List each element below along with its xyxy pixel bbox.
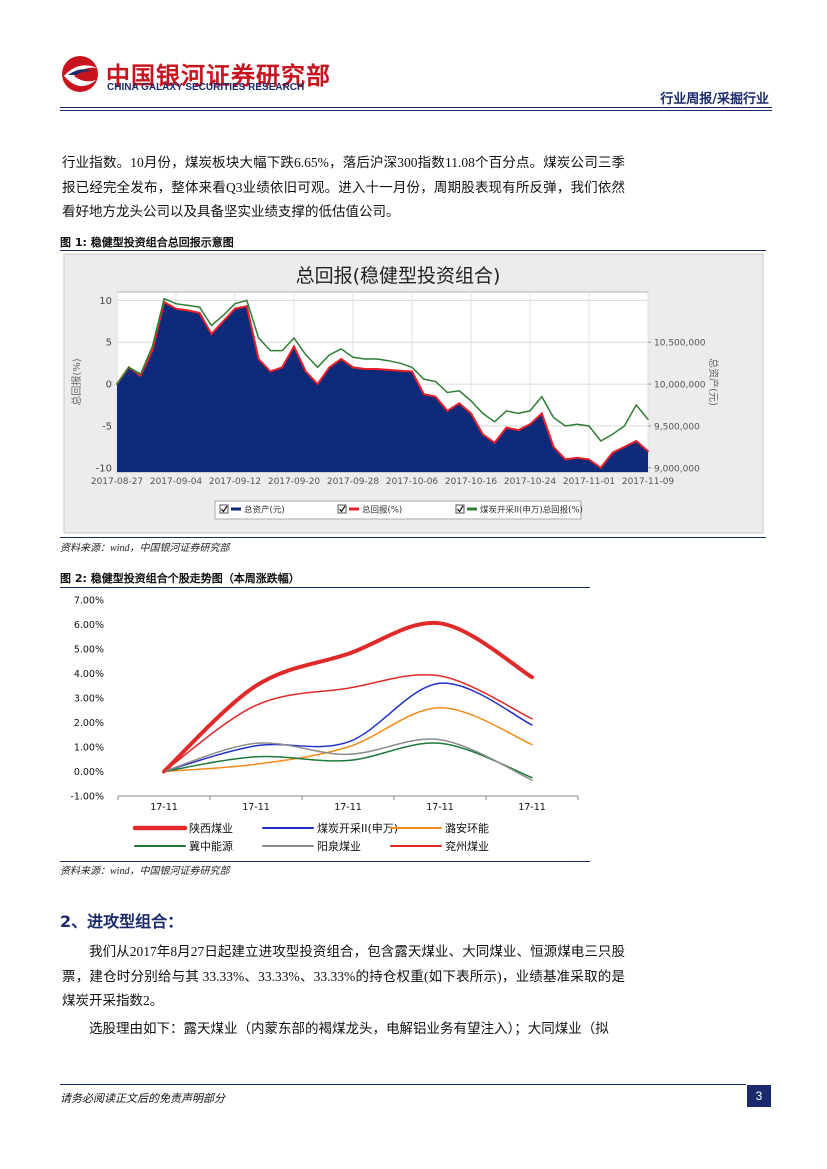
y-tick-label: 10 [99, 296, 112, 307]
x-tick-label: 2017-09-04 [150, 477, 203, 487]
legend-label: 总资产(元) [244, 505, 285, 516]
y-tick-label: 5.00% [74, 645, 104, 656]
paragraph: 选股理由如下：露天煤业（内蒙东部的褐煤龙头，电解铝业务有望注入）；大同煤业（拟 [89, 1021, 609, 1036]
y-tick-label: 0 [106, 380, 112, 391]
y-tick-label: -5 [102, 421, 112, 432]
x-tick-label: 2017-08-27 [91, 477, 143, 487]
paragraph: 我们从2017年8月27日起建立进攻型投资组合，包含露天煤业、大同煤业、恒源煤电… [62, 944, 625, 1008]
legend-label: 兖州煤业 [445, 839, 489, 853]
legend-label: 潞安环能 [445, 821, 489, 835]
y-axis-title: 总回报(%) [70, 358, 83, 405]
section-heading: 2、进攻型组合： [60, 912, 184, 931]
x-tick-label: 17-11 [334, 802, 362, 813]
series-line [163, 738, 533, 781]
figure-source: 资料来源：wind，中国银河证券研究部 [60, 866, 230, 877]
x-tick-label: 2017-10-16 [445, 477, 498, 487]
source-rule [60, 861, 590, 862]
legend-box [214, 500, 582, 520]
x-tick-label: 2017-09-28 [327, 477, 380, 487]
page-number: 3 [747, 1085, 771, 1107]
y-tick-label: 2.00% [74, 718, 104, 729]
chart: 总回报(稳健型投资组合) 总回报(%) 总资产(元) -10 -5 0 5 10 9,000,0… [63, 253, 764, 534]
legend-label: 煤炭开采II(申万) [317, 822, 398, 835]
x-tick-label: 2017-11-01 [563, 477, 615, 487]
source-rule [60, 537, 766, 538]
series-line [116, 297, 649, 442]
logo-title: 中国银河证券研究部 [106, 62, 331, 90]
caption-rule [60, 250, 766, 251]
series-line [163, 742, 533, 779]
y-tick-label: 6.00% [74, 620, 104, 631]
figure-caption: 图 2: 稳健型投资组合个股走势图（本周涨跌幅） [60, 572, 300, 585]
legend-label: 陕西煤业 [189, 821, 233, 835]
chart-title: 总回报(稳健型投资组合) [296, 265, 501, 287]
y-tick-label: 7.00% [74, 596, 104, 607]
legend-label: 煤炭开采II(申万)总回报(%) [480, 505, 583, 516]
y2-tick-label: 10,500,000 [654, 339, 706, 349]
series-line [163, 674, 533, 773]
paragraph: 行业指数。10月份，煤炭板块大幅下跌6.65%，落后沪深300指数11.08个百… [62, 155, 625, 219]
y-tick-label: 1.00% [74, 743, 104, 754]
legend-checkbox [219, 504, 229, 514]
y-tick-label: 3.00% [74, 694, 104, 705]
footer-disclaimer: 请务必阅读正文后的免责声明部分 [60, 1093, 225, 1105]
header-rule [60, 107, 772, 108]
series-line [163, 707, 533, 773]
report-section: 行业周报/采掘行业 [660, 92, 769, 107]
series-line [163, 682, 533, 773]
y2-axis-title: 总资产(元) [707, 358, 720, 406]
logo-subtitle: CHINA GALAXY SECURITIES RESEARCH [107, 82, 305, 93]
y2-tick-label: 9,500,000 [654, 422, 700, 432]
legend-check [457, 505, 464, 513]
legend-check [339, 505, 346, 513]
series-line [162, 620, 534, 774]
x-tick-label: 2017-09-12 [209, 477, 261, 487]
x-tick-label: 2017-09-20 [268, 477, 321, 487]
legend-label: 阳泉煤业 [317, 839, 361, 853]
y-tick-label: 5 [106, 338, 112, 349]
x-tick-label: 2017-10-06 [386, 477, 439, 487]
y-tick-label: 0.00% [74, 767, 104, 778]
x-tick-label: 17-11 [150, 802, 178, 813]
x-tick-label: 17-11 [518, 802, 546, 813]
chart: -1.00% 0.00% 1.00% 2.00% 3.00% 4.00% 5.00% 6.00… [70, 596, 579, 853]
y-tick-label: -10 [96, 463, 112, 474]
footer-rule [60, 1084, 746, 1085]
x-tick-label: 2017-11-09 [622, 477, 675, 487]
legend-check [221, 505, 228, 513]
logo-icon [62, 56, 98, 92]
y2-tick-label: 9,000,000 [654, 464, 700, 474]
legend-checkbox [337, 504, 347, 514]
legend-label: 总回报(%) [362, 505, 402, 516]
figure-caption: 图 1: 稳健型投资组合总回报示意图 [60, 236, 234, 249]
series-line [116, 300, 649, 470]
legend-label: 冀中能源 [189, 839, 233, 853]
y-tick-label: -1.00% [70, 792, 104, 803]
figure-source: 资料来源：wind，中国银河证券研究部 [60, 543, 230, 554]
x-tick-label: 2017-10-24 [504, 477, 557, 487]
y-tick-label: 4.00% [74, 669, 104, 680]
legend-checkbox [455, 504, 465, 514]
x-tick-label: 17-11 [426, 802, 454, 813]
caption-rule [60, 587, 590, 588]
x-tick-label: 17-11 [242, 802, 270, 813]
header-rule [60, 110, 772, 111]
y2-tick-label: 10,000,000 [654, 381, 706, 391]
